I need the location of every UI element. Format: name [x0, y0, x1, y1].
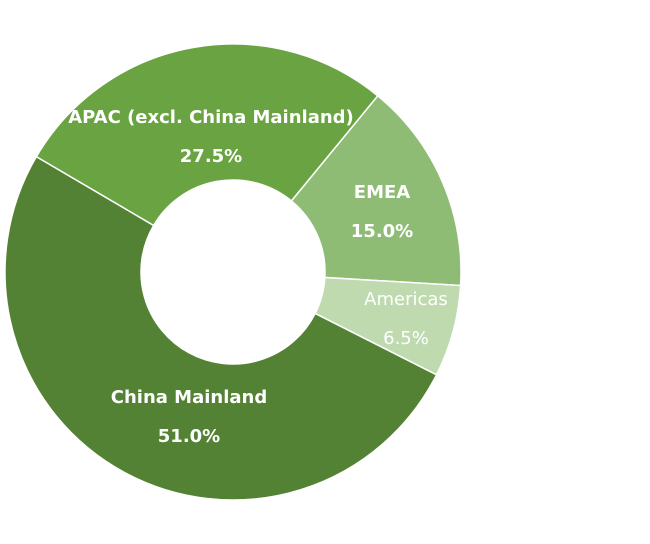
donut-segment — [35, 43, 379, 227]
value-label: 51.0% — [158, 426, 220, 447]
category-label: Americas — [364, 289, 448, 310]
value-label: 15.0% — [351, 221, 413, 242]
value-label: 6.5% — [383, 328, 429, 349]
donut-segment — [290, 94, 462, 287]
donut-segment — [4, 155, 438, 501]
category-label: China Mainland — [111, 387, 267, 408]
category-label: EMEA — [354, 182, 411, 203]
value-label: 27.5% — [180, 146, 242, 167]
category-label: APAC (excl. China Mainland) — [68, 107, 354, 128]
